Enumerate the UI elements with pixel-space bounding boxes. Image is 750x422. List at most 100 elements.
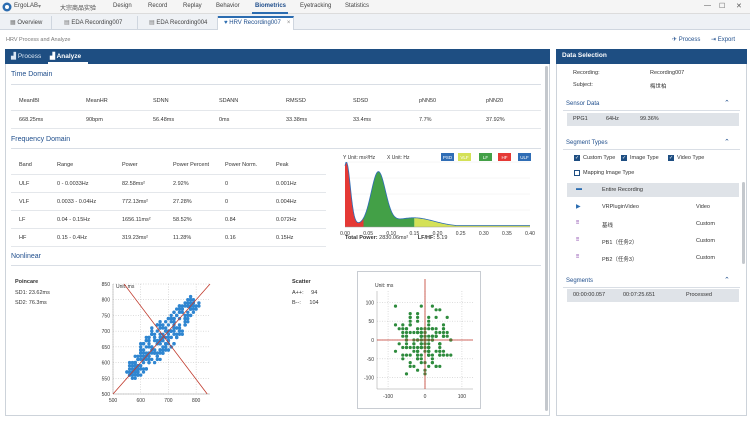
poincare-point — [191, 310, 196, 314]
minimize-icon[interactable]: — — [704, 2, 711, 9]
poincare-point — [158, 320, 162, 324]
poincare-point — [158, 335, 162, 340]
scatter-point — [416, 312, 420, 316]
menu-eyetracking[interactable]: Eyetracking — [300, 3, 332, 9]
poincare-point — [133, 370, 137, 374]
menu-record[interactable]: Record — [148, 3, 168, 9]
value-pnn20: 37.92% — [486, 117, 505, 123]
poincare-point — [172, 329, 176, 333]
scatter-point — [434, 349, 438, 353]
poincare-y-tick: 750 — [102, 313, 111, 319]
psd-x-tick: 0.20 — [433, 231, 443, 237]
scatter-point — [419, 327, 423, 331]
segment-type-row[interactable] — [567, 183, 739, 197]
scatter-point — [419, 334, 423, 338]
row-divider — [11, 192, 326, 193]
freq-cell: 0.004Hz — [276, 199, 297, 205]
freq-cell: 0.04 - 0.15Hz — [57, 217, 91, 223]
scatter-point — [441, 334, 446, 338]
poincare-point — [133, 354, 137, 358]
left-scrollbar[interactable] — [545, 66, 548, 411]
scatter-point — [408, 319, 412, 323]
poincare-point — [155, 354, 159, 358]
poincare-point — [141, 342, 146, 346]
header-power-percent: Power Percent — [173, 162, 210, 168]
scatter-point — [404, 345, 409, 350]
poincare-y-tick: 700 — [102, 329, 111, 335]
tab-overview[interactable]: ▦ Overview — [4, 16, 52, 30]
menu-behavior[interactable]: Behavior — [216, 3, 240, 9]
scatter-point — [404, 334, 409, 338]
subject-value: 梅世柏 — [650, 84, 667, 90]
scatter-plot-area: 100 50 0 -50 -100 -100 0 100 — [364, 279, 473, 400]
psd-vlf-band — [345, 162, 364, 227]
poincare-point — [177, 310, 182, 314]
poincare-point — [183, 313, 187, 318]
poincare-point — [158, 326, 162, 330]
process-link[interactable]: ✈ Process — [672, 37, 701, 43]
freq-cell: VLF — [19, 199, 30, 205]
scatter-point — [449, 353, 453, 357]
collapse-segments-icon[interactable]: ⌃ — [724, 277, 730, 284]
segment-scrollbar[interactable] — [742, 182, 745, 264]
process-tab[interactable]: ▟ Process — [11, 53, 42, 60]
poincare-point — [180, 304, 184, 308]
scatter-y-tick: 0 — [371, 338, 374, 344]
freq-cell: 772.13ms² — [122, 199, 148, 205]
collapse-sensor-icon[interactable]: ⌃ — [724, 100, 730, 107]
psd-legend: PSD VLF LF HF ULF — [441, 153, 531, 161]
project-name[interactable]: 大宗商品实验 — [60, 6, 97, 12]
checkbox-image-type[interactable]: ✓ — [621, 155, 627, 161]
sensor-quality: 99.36% — [640, 116, 659, 122]
poincare-point — [127, 364, 132, 368]
poincare-title: Poincare — [15, 279, 39, 285]
segment-type-kind: Custom — [696, 221, 715, 227]
tab-hrv-recording007[interactable]: ♥ HRV Recording007 × — [218, 16, 294, 30]
scatter-point — [427, 334, 431, 338]
menu-replay[interactable]: Replay — [183, 3, 202, 9]
close-window-icon[interactable]: ✕ — [736, 3, 742, 10]
nonlinear-title: Nonlinear — [11, 253, 41, 260]
poincare-point — [150, 351, 154, 355]
sensor-row[interactable] — [567, 113, 739, 126]
analyze-tab[interactable]: ▟ Analyze — [50, 53, 82, 60]
segment-row[interactable] — [567, 289, 739, 302]
tab-eda-recording007[interactable]: ▤ EDA Recording007 — [58, 16, 138, 30]
scatter-point — [408, 330, 412, 335]
psd-y-unit: Y Unit: ms²/Hz — [343, 155, 376, 161]
tab-eda-recording004[interactable]: ▤ EDA Recording004 — [143, 16, 218, 30]
freq-cell: 2.92% — [173, 181, 189, 187]
checkbox-custom-type[interactable]: ✓ — [574, 155, 580, 161]
poincare-point — [175, 335, 179, 340]
psd-plot-area — [344, 161, 530, 228]
checkbox-video-type[interactable]: ✓ — [668, 155, 674, 161]
menu-biometrics[interactable]: Biometrics — [255, 3, 287, 9]
total-power-value: 2830.06ms² — [379, 235, 409, 241]
checkbox-mapping-image-type[interactable] — [574, 170, 580, 176]
collapse-segment-types-icon[interactable]: ⌃ — [724, 139, 730, 146]
scatter-point — [416, 353, 420, 357]
export-link[interactable]: ⇥ Export — [711, 37, 736, 43]
poincare-identity-line — [112, 283, 211, 395]
poincare-point — [177, 307, 182, 311]
svg-text:PSD: PSD — [443, 155, 453, 160]
active-menu-underline — [252, 12, 288, 14]
freq-cell: 0 - 0.0033Hz — [57, 181, 89, 187]
scatter-point — [434, 327, 438, 331]
freq-cell: 0.84 — [225, 217, 236, 223]
checkbox-label: Image Type — [630, 155, 659, 161]
maximize-icon[interactable]: ☐ — [719, 3, 726, 10]
menu-statistics[interactable]: Statistics — [345, 3, 370, 9]
close-tab-icon[interactable]: × — [286, 20, 291, 26]
segment-types-title: Segment Types — [566, 140, 608, 146]
segment-type-name: 基线 — [602, 223, 614, 229]
menu-design[interactable]: Design — [113, 3, 132, 9]
poincare-point — [150, 345, 154, 349]
poincare-point — [144, 351, 148, 355]
scatter-point — [397, 327, 401, 331]
freq-cell: 0.072Hz — [276, 217, 297, 223]
poincare-point — [130, 376, 135, 380]
segment-type-row[interactable] — [567, 200, 739, 214]
poincare-point — [150, 326, 154, 330]
freq-cell: 0.15Hz — [276, 235, 294, 241]
